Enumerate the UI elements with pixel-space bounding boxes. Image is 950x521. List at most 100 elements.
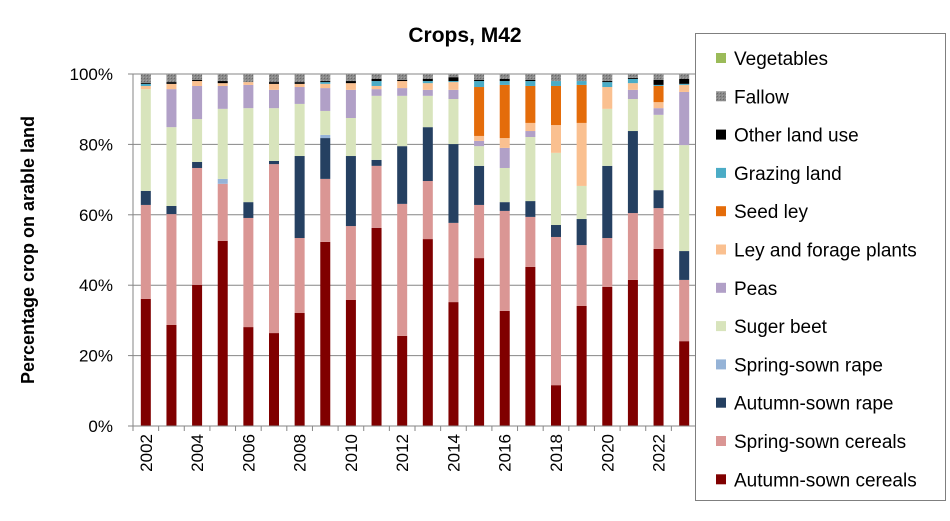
legend-label: Suger beet [734, 317, 828, 338]
legend-swatch-autumn-sown-rape [716, 397, 726, 408]
bar-segment-autumn-sown-rape-2016 [499, 202, 510, 211]
bar-segment-peas-2003 [166, 89, 177, 128]
bar-segment-ley-and-forage-plants-2015 [474, 135, 485, 141]
bar-segment-other-land-use-2023 [679, 78, 690, 84]
bar-segment-autumn-sown-rape-2002 [140, 190, 151, 205]
bar-segment-autumn-sown-rape-2013 [422, 127, 433, 182]
bar-segment-other-land-use-2020 [602, 81, 613, 83]
bar-segment-grazing-land-2022 [653, 84, 664, 86]
bar-segment-autumn-sown-cereals-2011 [371, 227, 382, 426]
legend-swatch-spring-sown-cereals [716, 436, 726, 446]
bar-segment-spring-sown-cereals-2018 [551, 236, 561, 386]
bar-segment-autumn-sown-rape-2020 [602, 165, 613, 239]
bar-segment-fallow-2002 [140, 73, 151, 83]
bar-segment-suger-beet-2011 [371, 95, 382, 160]
bar-segment-peas-2005 [217, 85, 228, 109]
y-tick-label: 0% [88, 417, 113, 436]
bar-segment-autumn-sown-cereals-2006 [243, 327, 254, 426]
bar-segment-autumn-sown-rape-2015 [474, 165, 485, 205]
bar-segment-fallow-2003 [166, 74, 177, 83]
bar-segment-autumn-sown-cereals-2022 [653, 248, 664, 426]
bar-segment-seed-ley-2019 [576, 84, 587, 123]
bar-segment-suger-beet-2009 [320, 110, 331, 135]
bar-segment-spring-sown-rape-2009 [320, 134, 331, 139]
bar-segment-suger-beet-2017 [525, 137, 536, 202]
bar-segment-spring-sown-cereals-2006 [243, 217, 254, 328]
legend-label: Vegetables [734, 49, 828, 70]
bar-segment-other-land-use-2015 [474, 79, 485, 82]
bar-segment-autumn-sown-cereals-2014 [448, 302, 459, 426]
bar-segment-autumn-sown-rape-2017 [525, 201, 536, 217]
bar-segment-fallow-2014 [448, 74, 459, 78]
x-tick-label: 2020 [598, 434, 617, 472]
bar-segment-ley-and-forage-plants-2013 [422, 83, 433, 90]
bar-segment-autumn-sown-rape-2006 [243, 202, 254, 218]
bar-segment-peas-2013 [422, 89, 433, 96]
bar-segment-autumn-sown-cereals-2023 [679, 341, 690, 426]
bar-segment-fallow-2005 [217, 74, 228, 82]
bar-segment-seed-ley-2015 [474, 87, 485, 136]
x-tick-label: 2002 [137, 434, 156, 472]
bar-segment-grazing-land-2002 [140, 83, 151, 86]
bar-segment-suger-beet-2012 [397, 95, 408, 147]
bar-segment-spring-sown-cereals-2012 [397, 203, 408, 336]
bar-segment-suger-beet-2014 [448, 98, 459, 145]
bar-segment-spring-sown-cereals-2014 [448, 222, 459, 303]
bars [140, 73, 690, 426]
bar-segment-grazing-land-2017 [525, 81, 536, 86]
bar-segment-other-land-use-2011 [371, 78, 382, 82]
bar-segment-ley-and-forage-plants-2017 [525, 122, 536, 132]
bar-segment-suger-beet-2023 [679, 145, 690, 252]
bar-segment-autumn-sown-rape-2004 [192, 162, 203, 168]
legend-swatch-grazing-land [716, 167, 726, 178]
bar-segment-ley-and-forage-plants-2011 [371, 85, 382, 90]
bar-segment-fallow-2009 [320, 74, 331, 82]
bar-segment-spring-sown-cereals-2021 [627, 213, 638, 280]
bar-segment-autumn-sown-cereals-2008 [294, 313, 305, 426]
bar-segment-fallow-2017 [525, 74, 536, 80]
chart-title: Crops, M42 [408, 24, 521, 47]
bar-segment-spring-sown-cereals-2016 [499, 210, 510, 311]
x-tick-labels: 2002 2004 2006 2008 2010 2012 2014 2016 2018 2020… [137, 434, 669, 472]
bar-segment-fallow-2013 [422, 74, 433, 79]
bar-segment-autumn-sown-rape-2009 [320, 138, 331, 179]
legend-swatch-other-land-use [716, 129, 726, 140]
legend-swatch-ley-and-forage-plants [716, 244, 726, 255]
bar-segment-ley-and-forage-plants-2016 [499, 138, 510, 148]
bar-segment-ley-and-forage-plants-2002 [140, 85, 151, 90]
bar-segment-suger-beet-2010 [345, 118, 356, 157]
bar-segment-autumn-sown-rape-2014 [448, 144, 459, 223]
bar-segment-fallow-2018 [551, 74, 561, 82]
bar-segment-autumn-sown-rape-2011 [371, 159, 382, 166]
bar-segment-grazing-land-2013 [422, 81, 433, 84]
bar-segment-ley-and-forage-plants-2003 [166, 83, 177, 90]
bar-segment-other-land-use-2012 [397, 79, 408, 82]
bar-segment-seed-ley-2016 [499, 84, 510, 139]
bar-segment-peas-2008 [294, 87, 305, 104]
bar-segment-suger-beet-2021 [627, 98, 638, 132]
bar-segment-autumn-sown-rape-2022 [653, 190, 664, 209]
bar-segment-spring-sown-cereals-2003 [166, 214, 177, 325]
bar-segment-autumn-sown-rape-2010 [345, 156, 356, 227]
bar-segment-autumn-sown-rape-2019 [576, 219, 587, 246]
bar-segment-peas-2021 [627, 89, 638, 99]
bar-segment-fallow-2022 [653, 74, 664, 80]
bar-segment-ley-and-forage-plants-2022 [653, 102, 664, 109]
bar-segment-suger-beet-2013 [422, 95, 433, 128]
bar-segment-seed-ley-2018 [551, 85, 561, 126]
x-tick-label: 2014 [444, 434, 463, 472]
bar-segment-autumn-sown-cereals-2012 [397, 335, 408, 426]
legend-label: Spring-sown cereals [734, 432, 906, 453]
bar-segment-autumn-sown-cereals-2020 [602, 286, 613, 426]
bar-segment-fallow-2021 [627, 74, 638, 78]
bar-segment-seed-ley-2022 [653, 85, 664, 103]
bar-segment-peas-2017 [525, 131, 536, 138]
bar-segment-ley-and-forage-plants-2006 [243, 82, 254, 85]
bar-segment-spring-sown-cereals-2015 [474, 204, 485, 259]
bar-segment-fallow-2004 [192, 74, 203, 80]
bar-segment-autumn-sown-rape-2021 [627, 131, 638, 214]
bar-segment-other-land-use-2002 [140, 82, 151, 84]
bar-segment-peas-2014 [448, 89, 459, 99]
bar-segment-autumn-sown-cereals-2009 [320, 241, 331, 426]
